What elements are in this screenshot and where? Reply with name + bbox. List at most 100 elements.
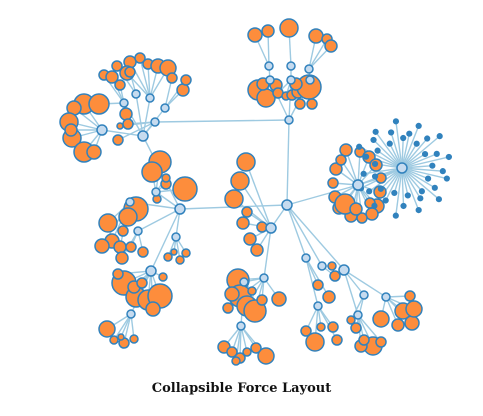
graph-node-collapsed[interactable] [392,118,400,125]
graph-node-collapsed[interactable] [391,189,398,197]
graph-node-leaf[interactable] [224,189,244,209]
graph-node-leaf[interactable] [247,27,263,43]
graph-node-collapsed[interactable] [400,202,407,210]
graph-node-leaf[interactable] [331,334,343,346]
graph-node-leaf[interactable] [166,72,178,84]
graph-node-leaf[interactable] [375,336,387,348]
graph-node-leaf[interactable] [312,279,324,291]
graph-node-leaf[interactable] [391,318,405,332]
graph-node-leaf[interactable] [316,322,326,332]
graph-node-expanded[interactable] [137,130,149,142]
graph-node-leaf[interactable] [350,322,362,334]
graph-node-collapsed[interactable] [424,175,432,182]
graph-node-expanded[interactable] [352,179,364,191]
graph-node-collapsed[interactable] [392,212,399,219]
graph-node-expanded[interactable] [396,162,408,174]
graph-node-collapsed[interactable] [386,140,393,147]
graph-node-leaf[interactable] [145,301,161,317]
graph-node-expanded[interactable] [317,261,327,271]
graph-node-expanded[interactable] [259,273,269,283]
graph-node-leaf[interactable] [306,98,318,110]
graph-node-leaf[interactable] [230,171,250,191]
graph-node-leaf[interactable] [335,154,347,166]
graph-node-leaf[interactable] [88,93,110,115]
graph-node-leaf[interactable] [163,252,173,262]
graph-node-leaf[interactable] [141,161,163,183]
graph-node-leaf[interactable] [176,83,190,97]
graph-node-leaf[interactable] [358,334,370,346]
graph-node-leaf[interactable] [105,70,119,84]
graph-node-expanded[interactable] [145,93,155,103]
graph-node-collapsed[interactable] [415,122,422,129]
graph-node-leaf[interactable] [122,118,134,130]
graph-node-leaf[interactable] [226,346,238,358]
graph-node-expanded[interactable] [96,124,108,136]
graph-node-collapsed[interactable] [372,128,379,135]
graph-node-collapsed[interactable] [371,173,379,180]
graph-node-collapsed[interactable] [439,168,446,175]
graph-node-leaf[interactable] [172,176,198,202]
graph-node-leaf[interactable] [365,207,379,221]
graph-node-expanded[interactable] [265,222,277,234]
graph-node-leaf[interactable] [279,18,299,38]
graph-node-leaf[interactable] [86,144,102,160]
graph-node-expanded[interactable] [171,232,181,242]
graph-node-expanded[interactable] [131,89,141,99]
graph-node-expanded[interactable] [313,301,323,311]
graph-node-expanded[interactable] [174,203,186,215]
graph-node-expanded[interactable] [284,115,294,125]
graph-node-leaf[interactable] [136,277,148,289]
graph-node-expanded[interactable] [151,187,161,197]
graph-node-leaf[interactable] [116,122,124,130]
graph-node-leaf[interactable] [94,238,110,254]
graph-node-expanded[interactable] [381,292,391,302]
graph-node-leaf[interactable] [327,177,339,189]
graph-node-collapsed[interactable] [400,134,407,142]
graph-node-leaf[interactable] [250,342,262,354]
graph-node-leaf[interactable] [222,302,234,314]
graph-node-collapsed[interactable] [362,153,370,160]
graph-node-leaf[interactable] [242,347,252,357]
graph-node-leaf[interactable] [113,240,127,254]
graph-node-leaf[interactable] [64,123,78,137]
graph-node-expanded[interactable] [305,75,315,85]
graph-node-leaf[interactable] [119,107,133,121]
graph-node-leaf[interactable] [322,290,336,304]
graph-node-leaf[interactable] [161,173,171,183]
graph-node-collapsed[interactable] [371,160,379,168]
graph-node-leaf[interactable] [170,248,178,256]
graph-node-leaf[interactable] [98,320,116,338]
graph-node-collapsed[interactable] [433,150,440,157]
graph-node-expanded[interactable] [239,277,249,287]
graph-node-leaf[interactable] [98,213,118,233]
graph-node-leaf[interactable] [271,291,287,307]
graph-node-leaf[interactable] [300,325,312,337]
graph-node-expanded[interactable] [264,61,274,71]
graph-node-collapsed[interactable] [436,133,443,140]
graph-node-expanded[interactable] [301,253,311,263]
graph-node-expanded[interactable] [265,75,275,85]
graph-node-collapsed[interactable] [374,147,381,154]
graph-node-collapsed[interactable] [404,192,411,199]
graph-node-leaf[interactable] [372,310,390,328]
graph-node-collapsed[interactable] [370,136,377,144]
graph-node-collapsed[interactable] [443,175,450,182]
graph-node-leaf[interactable] [111,60,123,72]
graph-node-leaf[interactable] [308,28,324,44]
graph-node-leaf[interactable] [241,206,253,218]
graph-node-leaf[interactable] [158,272,168,282]
graph-node-expanded[interactable] [160,103,170,113]
graph-node-leaf[interactable] [243,232,257,246]
graph-node-collapsed[interactable] [445,153,452,161]
graph-node-leaf[interactable] [339,143,353,157]
graph-node-expanded[interactable] [338,264,350,276]
graph-node-leaf[interactable] [109,335,119,345]
graph-node-leaf[interactable] [349,202,363,216]
graph-node-leaf[interactable] [256,294,268,306]
graph-node-leaf[interactable] [327,321,339,333]
graph-node-collapsed[interactable] [387,129,395,136]
graph-node-leaf[interactable] [405,300,423,318]
graph-node-collapsed[interactable] [418,188,425,195]
graph-node-expanded[interactable] [145,265,157,277]
graph-node-leaf[interactable] [112,268,124,280]
